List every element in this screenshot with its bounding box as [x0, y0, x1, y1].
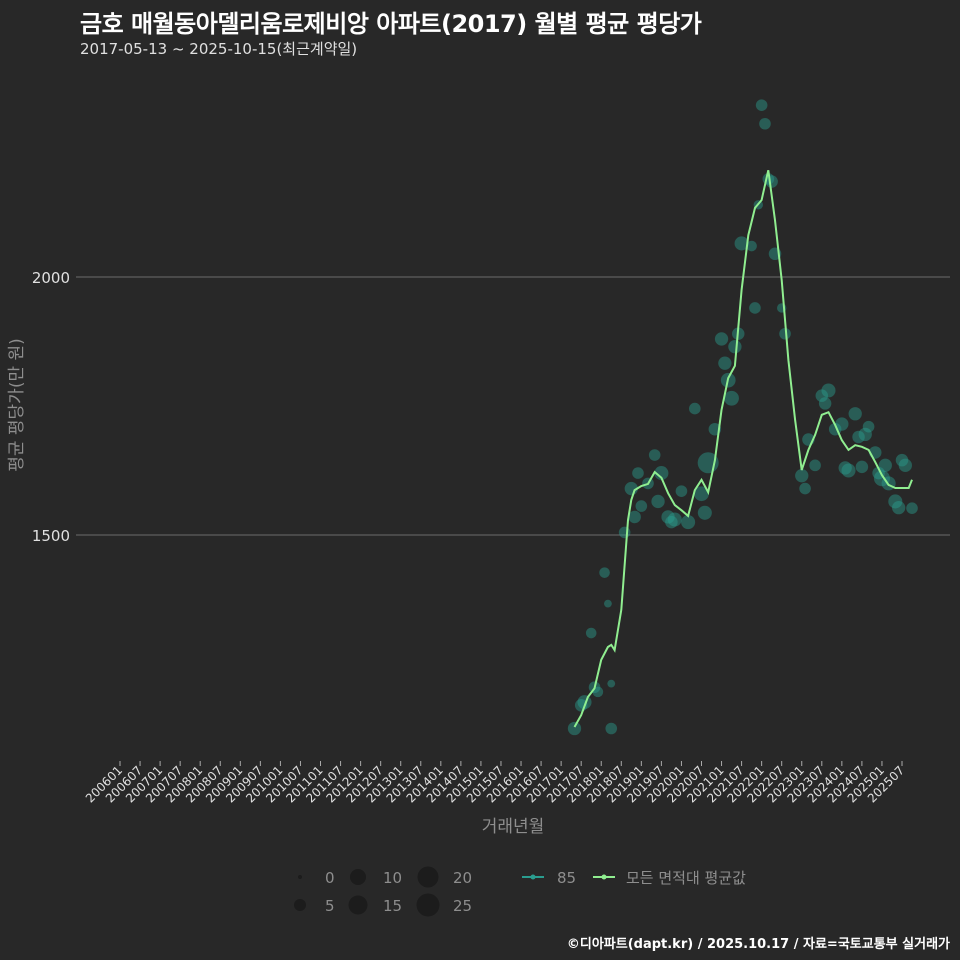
- legend-size-label: 20: [453, 869, 472, 887]
- data-point: [592, 686, 604, 698]
- legend-size-label: 15: [383, 897, 402, 915]
- data-point: [855, 460, 869, 474]
- data-point: [654, 466, 669, 481]
- data-point: [862, 420, 875, 433]
- data-point: [694, 486, 709, 502]
- data-point: [892, 500, 906, 515]
- data-point: [858, 427, 872, 442]
- data-point: [818, 397, 832, 410]
- data-point: [746, 240, 757, 252]
- chart-subtitle: 2017-05-13 ~ 2025-10-15(최근계약일): [80, 40, 358, 58]
- data-point: [607, 679, 616, 688]
- data-point: [728, 340, 742, 354]
- data-point: [898, 458, 912, 472]
- y-axis-ticks: 1500 2000: [32, 269, 70, 545]
- data-point: [635, 500, 648, 512]
- legend-size-label: 10: [383, 869, 402, 887]
- legend-series-dot: [601, 874, 607, 880]
- y-tick-label: 1500: [32, 527, 70, 545]
- data-point: [821, 383, 836, 398]
- data-point: [605, 722, 618, 735]
- y-axis-label: 평균 평당가(만 원): [7, 338, 27, 472]
- data-point: [878, 458, 892, 472]
- legend-size-swatch: [294, 899, 306, 911]
- data-point: [665, 515, 678, 529]
- data-point: [779, 327, 791, 340]
- data-point: [755, 99, 768, 111]
- legend-size-label: 5: [325, 897, 335, 915]
- x-axis-label: 거래년월: [482, 817, 545, 837]
- chart-title: 금호 매월동아델리움로제비앙 아파트(2017) 월별 평균 평당가: [80, 10, 702, 38]
- legend-size-label: 25: [453, 897, 472, 915]
- legend: 0 5 10 15 20 25 85 모든 면적대 평균값: [294, 866, 746, 917]
- data-point: [838, 461, 852, 475]
- data-point: [604, 599, 612, 608]
- data-point: [689, 402, 701, 415]
- legend-size-label: 0: [325, 869, 335, 887]
- data-point: [599, 567, 610, 578]
- legend-size-swatch: [348, 895, 368, 915]
- data-point: [724, 390, 739, 406]
- data-point: [809, 459, 821, 472]
- data-point: [734, 236, 749, 251]
- data-point: [848, 407, 862, 421]
- data-point: [632, 467, 644, 479]
- legend-series-dot: [530, 874, 536, 880]
- data-point: [697, 505, 712, 520]
- data-point: [585, 627, 597, 639]
- data-point: [667, 512, 682, 527]
- legend-size-swatch: [416, 893, 440, 917]
- data-point: [852, 430, 865, 444]
- data-point: [815, 389, 829, 402]
- data-point: [661, 510, 675, 524]
- data-point: [681, 515, 696, 530]
- data-point: [759, 117, 771, 130]
- data-point: [799, 482, 811, 495]
- data-point: [648, 449, 661, 461]
- data-point: [835, 417, 849, 431]
- data-point: [795, 469, 809, 483]
- average-line: [573, 169, 913, 728]
- data-point: [718, 356, 732, 370]
- grid-lines: [76, 276, 950, 536]
- data-point: [841, 463, 856, 478]
- legend-series-label: 85: [557, 869, 576, 887]
- data-point: [675, 485, 688, 497]
- legend-size-swatch: [298, 875, 302, 879]
- data-point: [714, 332, 729, 346]
- data-point: [906, 502, 918, 514]
- source-credit: ©디아파트(dapt.kr) / 2025.10.17 / 자료=국토교통부 실…: [566, 937, 950, 952]
- legend-size-swatch: [417, 866, 439, 888]
- x-axis-ticks: 2006012006072007012007072008012008072009…: [83, 761, 907, 806]
- data-point: [618, 526, 631, 539]
- data-point: [567, 721, 582, 736]
- legend-series-label: 모든 면적대 평균값: [626, 869, 746, 887]
- data-point: [651, 494, 665, 509]
- scatter-points-85: [567, 99, 918, 736]
- data-point: [895, 453, 909, 467]
- legend-size-swatch: [350, 869, 366, 885]
- data-point: [628, 510, 641, 524]
- data-point: [888, 494, 903, 509]
- data-point: [749, 302, 761, 314]
- y-tick-label: 2000: [32, 269, 70, 287]
